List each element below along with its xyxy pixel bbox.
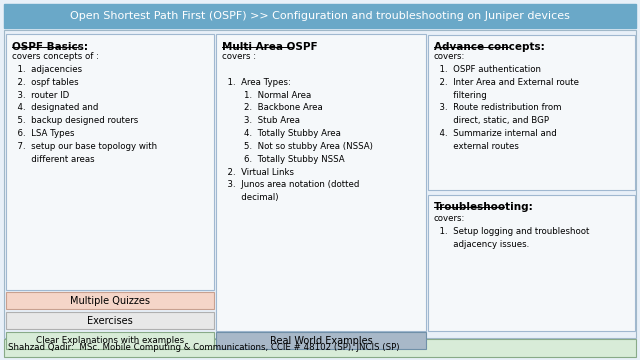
FancyBboxPatch shape [6, 34, 214, 290]
Text: Clear Explanations with examples: Clear Explanations with examples [36, 336, 184, 345]
Text: Open Shortest Path First (OSPF) >> Configuration and troubleshooting on Juniper : Open Shortest Path First (OSPF) >> Confi… [70, 11, 570, 21]
FancyBboxPatch shape [428, 35, 635, 190]
FancyBboxPatch shape [216, 332, 426, 349]
Text: Exercises: Exercises [87, 315, 133, 325]
FancyBboxPatch shape [6, 332, 214, 349]
Text: Troubleshooting:: Troubleshooting: [434, 202, 534, 212]
Text: covers concepts of :
  1.  adjacencies
  2.  ospf tables
  3.  router ID
  4.  d: covers concepts of : 1. adjacencies 2. o… [12, 52, 157, 164]
Text: Multi Area OSPF: Multi Area OSPF [222, 42, 317, 52]
FancyBboxPatch shape [4, 339, 636, 357]
FancyBboxPatch shape [6, 292, 214, 309]
Text: covers:
  1.  Setup logging and troubleshoot
       adjacency issues.: covers: 1. Setup logging and troubleshoo… [434, 214, 589, 249]
Text: covers :

  1.  Area Types:
        1.  Normal Area
        2.  Backbone Area
  : covers : 1. Area Types: 1. Normal Area 2… [222, 52, 373, 202]
FancyBboxPatch shape [4, 4, 636, 28]
Text: OSPF Basics:: OSPF Basics: [12, 42, 88, 52]
FancyBboxPatch shape [216, 34, 426, 331]
Text: Advance concepts:: Advance concepts: [434, 42, 545, 52]
Text: Real World Examples: Real World Examples [269, 336, 372, 346]
FancyBboxPatch shape [428, 195, 635, 331]
FancyBboxPatch shape [6, 312, 214, 329]
Text: Shahzad Qadir:  MSc. Mobile Computing & Communications, CCIE # 48102 (SP), JNCIS: Shahzad Qadir: MSc. Mobile Computing & C… [8, 343, 399, 352]
Text: Multiple Quizzes: Multiple Quizzes [70, 296, 150, 306]
Text: covers:
  1.  OSPF authentication
  2.  Inter Area and External route
       fil: covers: 1. OSPF authentication 2. Inter … [434, 52, 579, 151]
FancyBboxPatch shape [4, 30, 636, 338]
